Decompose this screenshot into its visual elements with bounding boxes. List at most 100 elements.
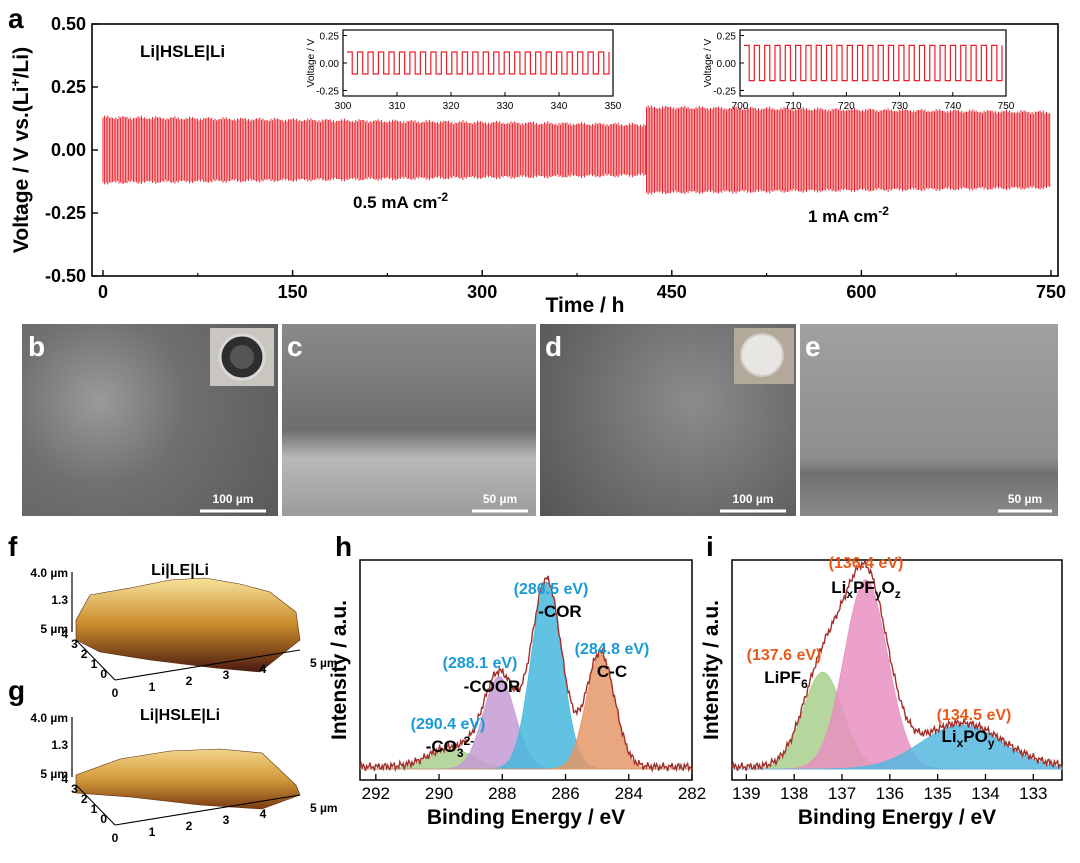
afm-y-tick-label: 2 [81, 647, 88, 661]
panel-label-i: i [706, 531, 714, 562]
afm-y-tick-label: 1 [91, 657, 98, 671]
peak-fill-3 [732, 724, 1063, 770]
inset-x-tick-label: 720 [838, 101, 855, 112]
afm-x-tick-label: 3 [223, 668, 230, 682]
x-tick-label: 288 [488, 784, 516, 803]
afm-y-tick-label: 1 [91, 802, 98, 816]
x-tick-label: 292 [362, 784, 390, 803]
x-tick-label-a: 450 [657, 282, 687, 302]
scale-bar-c: 50 µm [472, 492, 528, 513]
x-tick-label: 282 [678, 784, 706, 803]
afm-y-tick-label: 0 [100, 667, 107, 681]
x-tick-label-a: 300 [467, 282, 497, 302]
y-tick-label-a: 0.50 [51, 14, 86, 34]
afm-y-tick-label: 2 [81, 792, 88, 806]
afm-surface [75, 748, 301, 810]
x-tick-label: 286 [551, 784, 579, 803]
panel-label-e: e [805, 331, 821, 362]
x-tick-label-a: 600 [846, 282, 876, 302]
peak-name-label: LixPOy [941, 727, 994, 750]
y-tick-label-a: -0.25 [45, 203, 86, 223]
afm-x-tick-label: 4 [260, 807, 267, 821]
scale-bar-e: 50 µm [998, 492, 1052, 513]
peak-name-label: -COR [538, 602, 581, 621]
afm-y-tick-label: 4 [61, 627, 68, 641]
panel-label-d: d [545, 331, 562, 362]
svg-text:50 µm: 50 µm [483, 492, 517, 506]
afm-x-tick-label: 2 [186, 819, 193, 833]
x-axis-label: Binding Energy / eV [798, 806, 996, 829]
x-tick-label: 135 [923, 784, 951, 803]
afm-x-axis [114, 794, 301, 826]
afm-x-tick-label: 4 [260, 662, 267, 676]
x-tick-label: 138 [780, 784, 808, 803]
panel-label-h: h [335, 531, 352, 562]
peak-energy-label: (290.4 eV) [411, 716, 486, 733]
x-tick-label: 137 [828, 784, 856, 803]
inset-x-tick-label: 320 [443, 101, 460, 112]
y-axis-label-a: Voltage / V vs.(Li+/Li) [7, 47, 33, 253]
afm-title: Li|HSLE|Li [140, 707, 220, 724]
cycling-segment-1 [102, 115, 646, 185]
svg-text:50 µm: 50 µm [1008, 492, 1042, 506]
peak-name-label: LixPFyOz [831, 578, 900, 601]
inset-x-tick-label: 340 [551, 101, 568, 112]
inset-x-tick-label: 700 [732, 101, 749, 112]
y-tick-label-a: -0.50 [45, 266, 86, 286]
coin-cell-photo-d [734, 328, 794, 384]
panel-label-a: a [8, 3, 24, 34]
inset-x-tick-label: 750 [998, 101, 1015, 112]
peak-energy-label: (136.4 eV) [829, 555, 904, 572]
inset-y-label: Voltage / V [306, 38, 317, 87]
x-tick-label: 139 [732, 784, 760, 803]
peak-energy-label: (284.8 eV) [575, 641, 650, 658]
x-axis-label-a: Time / h [546, 294, 625, 317]
y-axis-label: Intensity / a.u. [700, 600, 723, 740]
afm-x-tick-label: 0 [112, 686, 119, 700]
insets-a: 0.25 0.00 -0.25 300 310 320 330 340 350 Voltage /… [306, 29, 1015, 112]
peak-name-label: -CO32- [426, 734, 475, 760]
peak-energy-label: (137.6 eV) [747, 647, 822, 664]
cycling-voltage-trace [102, 105, 1051, 195]
inset-y-tick-label: 0.00 [717, 59, 737, 70]
panel-label-b: b [28, 331, 45, 362]
scale-bar-b: 100 µm [200, 492, 266, 513]
inset-2: 0.25 0.00 -0.25 700 710 720 730 740 750 Voltage /… [703, 29, 1015, 112]
peak-energy-label: (286.5 eV) [514, 581, 589, 598]
x-tick-label: 290 [425, 784, 453, 803]
peak-name-label: LiPF6 [764, 668, 808, 691]
afm-y-tick-label: 4 [61, 772, 68, 786]
inset-y-label: Voltage / V [703, 38, 714, 87]
afm-x-tick-label: 0 [112, 831, 119, 845]
y-tick-label-a: 0.00 [51, 140, 86, 160]
inset-x-tick-label: 730 [891, 101, 908, 112]
current-density-label-1: 0.5 mA cm-2 [353, 190, 448, 212]
panel-label-c: c [287, 331, 303, 362]
y-axis-label: Intensity / a.u. [328, 600, 351, 740]
afm-y-unit-label: 5 µm [40, 767, 68, 781]
plot-frame [359, 559, 693, 781]
x-tick-label-a: 150 [278, 282, 308, 302]
afm-z-tick-label: 1.3 [51, 593, 68, 607]
inset-y-tick-label: 0.25 [320, 32, 340, 43]
envelope-curve [359, 575, 693, 773]
afm-surface [75, 577, 301, 673]
afm-x-tick-label: 5 µm [310, 656, 338, 670]
afm-z-tick-label: 4.0 µm [30, 711, 68, 725]
afm-y-tick-label: 3 [71, 782, 78, 796]
inset-square-wave [347, 51, 610, 75]
inset-x-tick-label: 740 [944, 101, 961, 112]
inset-1: 0.25 0.00 -0.25 300 310 320 330 340 350 Voltage /… [306, 29, 622, 112]
inset-x-tick-label: 710 [785, 101, 802, 112]
afm-y-tick-label: 3 [71, 637, 78, 651]
peak-energy-label: (288.1 eV) [443, 655, 518, 672]
envelope-curve [731, 560, 1063, 772]
inset-x-tick-label: 300 [335, 101, 352, 112]
peak-name-label: -COOR [464, 677, 521, 696]
afm-title: Li|LE|Li [151, 562, 209, 579]
inset-x-tick-label: 330 [497, 101, 514, 112]
inset-y-tick-label: 0.25 [717, 32, 737, 43]
